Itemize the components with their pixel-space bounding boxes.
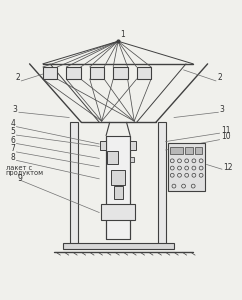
Bar bbox=[130, 157, 135, 162]
Text: 3: 3 bbox=[220, 104, 225, 113]
Text: 3: 3 bbox=[13, 104, 17, 113]
Bar bbox=[107, 151, 118, 164]
Text: 1: 1 bbox=[121, 30, 125, 39]
Text: 5: 5 bbox=[10, 128, 15, 136]
Bar bbox=[137, 67, 151, 79]
Text: 7: 7 bbox=[10, 144, 15, 153]
Bar bbox=[43, 67, 57, 79]
Bar bbox=[90, 67, 104, 79]
Bar bbox=[158, 122, 166, 246]
Text: 6: 6 bbox=[10, 136, 15, 145]
Bar bbox=[111, 170, 125, 185]
Bar bbox=[113, 186, 123, 199]
Text: 10: 10 bbox=[221, 132, 230, 141]
Text: лакет с: лакет с bbox=[6, 166, 32, 172]
Bar bbox=[100, 141, 106, 150]
Bar bbox=[130, 141, 136, 150]
Text: 11: 11 bbox=[221, 126, 230, 135]
Bar bbox=[66, 67, 81, 79]
Bar bbox=[113, 67, 128, 79]
Text: 8: 8 bbox=[10, 153, 15, 162]
Text: 2: 2 bbox=[15, 73, 20, 82]
Bar bbox=[70, 122, 78, 246]
Text: 12: 12 bbox=[223, 164, 233, 172]
Bar bbox=[106, 136, 130, 239]
Bar bbox=[170, 147, 183, 154]
Text: 4: 4 bbox=[10, 119, 15, 128]
Text: продуктом: продуктом bbox=[6, 169, 44, 175]
Text: 2: 2 bbox=[217, 73, 222, 82]
Bar bbox=[168, 143, 205, 191]
Bar bbox=[63, 243, 174, 249]
Text: 9: 9 bbox=[17, 174, 23, 183]
Bar bbox=[195, 147, 202, 154]
Bar bbox=[101, 204, 135, 220]
Bar bbox=[185, 147, 193, 154]
